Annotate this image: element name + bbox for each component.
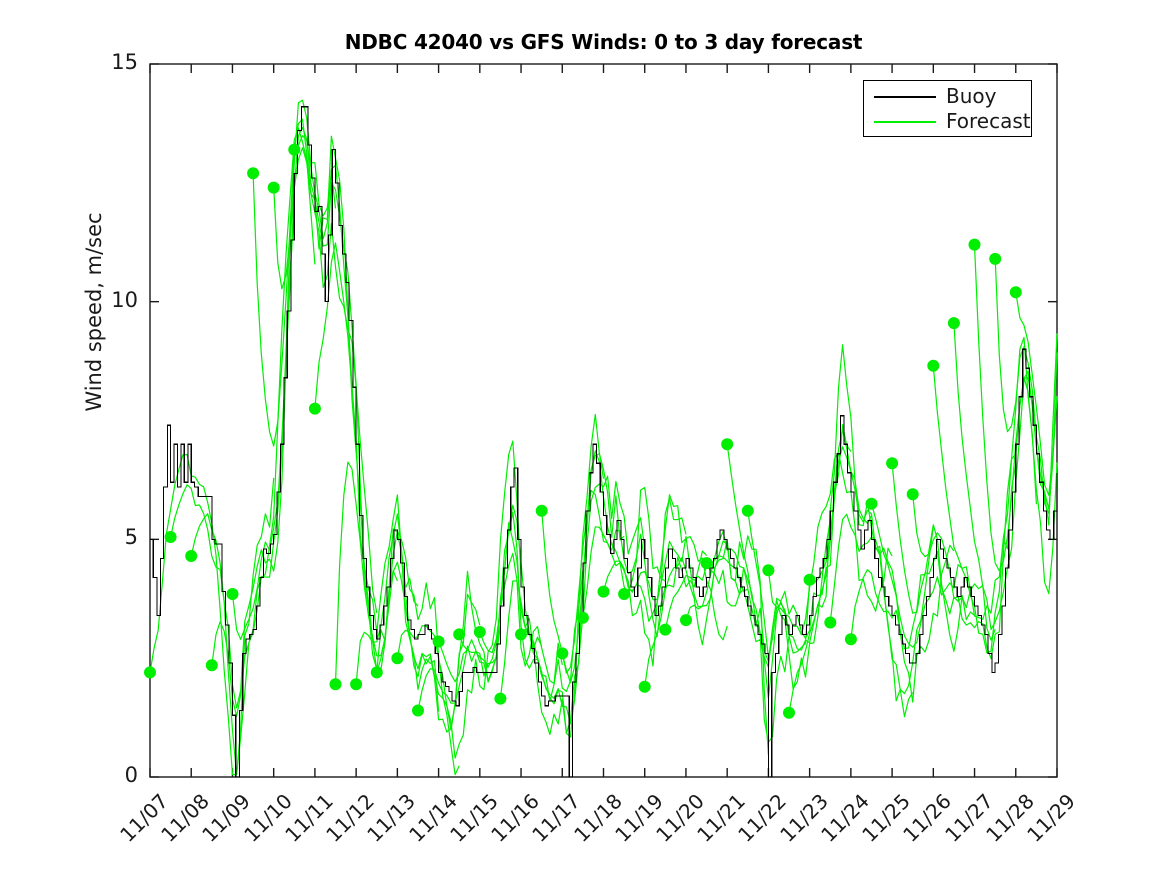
forecast-run-trace [499,453,625,734]
forecast-run-trace [1015,292,1058,496]
forecast-run-trace [644,535,769,756]
legend-label-forecast: Forecast [946,109,1031,133]
forecast-run-trace [582,526,708,638]
forecast-series-lines [149,99,1058,776]
forecast-analysis-marker [185,550,198,562]
forecast-analysis-marker [659,623,672,636]
legend-label-buoy: Buoy [946,84,997,108]
buoy-series-line [150,106,1058,778]
forecast-analysis-marker [494,692,507,705]
forecast-analysis-marker [515,628,527,641]
forecast-run-trace [726,424,852,699]
forecast-run-trace [685,530,811,743]
forecast-run-trace [747,344,873,659]
forecast-analysis-markers [144,143,1022,719]
forecast-analysis-marker [144,666,156,679]
forecast-analysis-marker [989,252,1002,265]
forecast-run-trace [829,513,955,703]
legend-entry-buoy: Buoy [864,84,1031,110]
legend-swatch-buoy [874,96,936,98]
forecast-analysis-marker [329,678,342,691]
forecast-analysis-marker [741,504,754,517]
forecast-run-trace [850,524,975,652]
forecast-analysis-marker [865,497,878,510]
forecast-analysis-marker [556,647,569,660]
forecast-run-trace [912,336,1037,660]
forecast-analysis-marker [824,616,837,629]
axis-ticks [149,63,1058,778]
forecast-run-trace [458,511,584,702]
forecast-analysis-marker [680,614,692,627]
forecast-run-trace [376,561,501,731]
forecast-analysis-marker [350,678,363,691]
forecast-analysis-marker [412,704,424,717]
forecast-analysis-marker [597,585,610,598]
forecast-analysis-marker [906,488,919,501]
forecast-analysis-marker [370,666,383,679]
forecast-analysis-marker [453,628,466,641]
legend-swatch-forecast [874,121,936,123]
y-tick-label: 10 [111,287,138,312]
forecast-analysis-marker [927,359,940,372]
forecast-analysis-marker [576,611,589,624]
legend-entry-forecast: Forecast [864,109,1031,135]
y-tick-label: 5 [124,525,138,550]
forecast-analysis-marker [618,588,631,600]
forecast-analysis-marker [762,564,775,577]
forecast-analysis-marker [535,504,548,517]
forecast-analysis-marker [803,573,816,586]
forecast-analysis-marker [432,635,445,648]
forecast-analysis-marker [288,143,301,156]
forecast-analysis-marker [721,438,734,451]
forecast-analysis-marker [844,633,857,646]
forecast-analysis-marker [205,659,218,672]
forecast-analysis-marker [473,626,486,638]
y-tick-label: 15 [111,50,138,74]
forecast-analysis-marker [267,181,280,194]
forecast-analysis-marker [886,457,899,470]
forecast-analysis-marker [308,402,321,415]
forecast-analysis-marker [391,652,404,665]
forecast-analysis-marker [947,317,960,330]
chart-legend: Buoy Forecast [863,80,1032,137]
forecast-run-trace [417,522,543,711]
chart-title: NDBC 42040 vs GFS Winds: 0 to 3 day fore… [344,30,863,54]
forecast-analysis-marker [700,557,713,570]
forecast-analysis-marker [164,531,177,543]
forecast-analysis-marker [783,706,795,719]
forecast-analysis-marker [968,238,981,251]
forecast-analysis-marker [1009,286,1022,299]
forecast-run-trace [767,452,893,636]
forecast-analysis-marker [247,167,260,180]
forecast-analysis-marker [226,588,239,600]
forecast-run-trace [334,461,460,776]
forecast-run-trace [932,365,1058,654]
forecast-analysis-marker [638,680,651,693]
forecast-run-trace [870,503,996,648]
axes-frame [149,63,1058,778]
forecast-run-trace [190,127,316,776]
y-tick-label: 0 [124,763,138,787]
forecast-run-trace [355,513,481,733]
